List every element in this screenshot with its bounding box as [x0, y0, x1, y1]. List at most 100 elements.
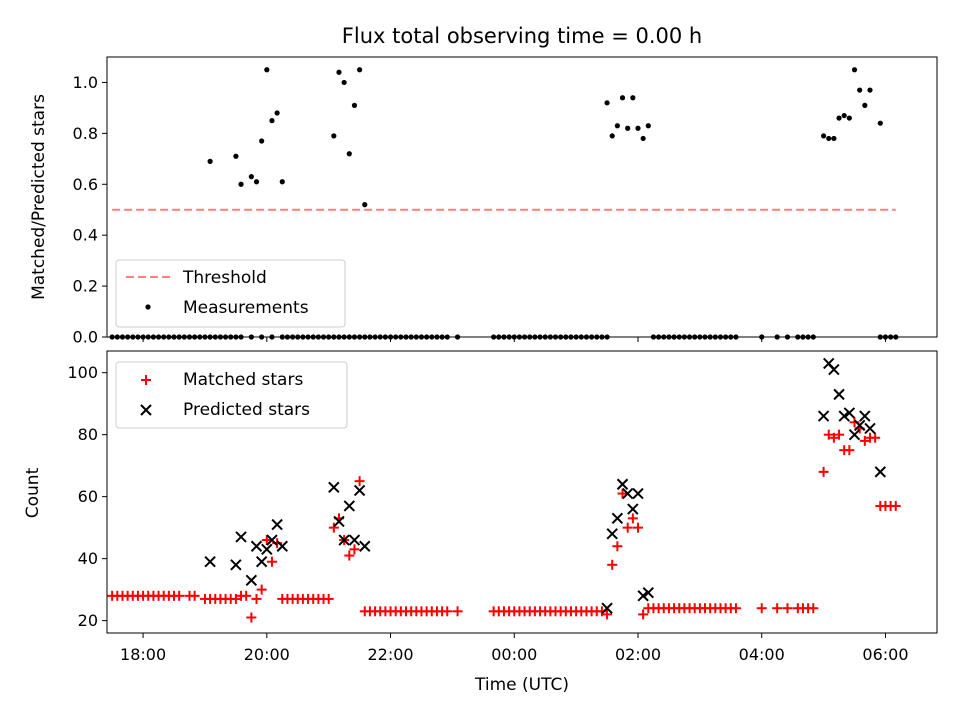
measurement-point — [331, 133, 337, 139]
measurement-point — [862, 102, 868, 108]
bottom-xtick-label: 20:00 — [244, 645, 290, 664]
predicted-star-point — [255, 556, 268, 568]
matched-star-point — [756, 603, 767, 614]
top-series — [109, 67, 899, 340]
measurement-point — [253, 179, 260, 185]
predicted-star-point — [859, 410, 871, 422]
legend-matched-swatch — [141, 375, 151, 385]
top-y-ticks: 0.0 0.2 0.4 0.6 0.8 1.0 — [73, 73, 107, 347]
predicted-star-point — [250, 540, 263, 552]
top-ytick-label: 0.8 — [73, 124, 98, 143]
bottom-xtick-label: 02:00 — [615, 645, 661, 664]
matched-star-point — [442, 606, 453, 617]
measurement-point — [630, 95, 636, 101]
matched-star-point — [818, 466, 829, 477]
measurement-point — [836, 115, 842, 121]
measurement-point — [341, 79, 347, 86]
measurement-point — [635, 125, 641, 131]
matched-star-point — [256, 584, 267, 595]
legend-predicted-label: Predicted stars — [183, 400, 310, 420]
measurement-point — [233, 153, 239, 159]
matched-star-point — [354, 476, 365, 487]
matched-star-point — [638, 609, 649, 620]
predicted-star-point — [601, 602, 613, 614]
matched-star-point — [890, 500, 901, 511]
measurement-point — [269, 118, 275, 124]
measurement-point — [238, 181, 244, 187]
predicted-star-point — [848, 428, 861, 441]
legend-threshold-label: Threshold — [182, 268, 267, 288]
measurement-point — [867, 87, 873, 93]
measurement-point — [851, 67, 858, 73]
chart-title: Flux total observing time = 0.00 h — [342, 24, 702, 48]
top-legend-box — [115, 259, 346, 328]
matched-star-point — [859, 435, 870, 446]
top-legend: Threshold Measurements — [115, 259, 346, 328]
matched-star-point — [607, 559, 618, 570]
top-ytick-label: 0.4 — [73, 226, 98, 245]
predicted-star-point — [817, 410, 830, 422]
predicted-star-point — [271, 518, 283, 531]
measurement-point — [351, 102, 358, 108]
matched-star-point — [344, 550, 355, 561]
predicted-star-point — [616, 478, 629, 490]
predicted-star-point — [838, 410, 850, 422]
bottom-series — [107, 357, 901, 623]
predicted-star-point — [833, 388, 845, 401]
predicted-star-point — [245, 574, 258, 587]
bottom-xtick-label: 22:00 — [367, 645, 413, 664]
measurement-point — [248, 174, 254, 180]
measurement-point — [831, 135, 837, 142]
predicted-star-point — [235, 531, 247, 543]
predicted-star-point — [637, 590, 649, 602]
matched-star-point — [730, 603, 741, 614]
measurement-point — [346, 151, 352, 157]
matched-star-point — [823, 429, 834, 440]
bottom-ytick-label: 20 — [78, 611, 98, 630]
predicted-star-point — [328, 481, 340, 494]
predicted-star-point — [632, 487, 644, 500]
matched-star-point — [452, 606, 463, 617]
matched-star-point — [174, 590, 185, 601]
bottom-legend: Matched stars Predicted stars — [115, 361, 348, 429]
measurement-point — [826, 135, 832, 142]
measurement-point — [207, 158, 213, 164]
predicted-star-point — [864, 422, 876, 435]
matched-star-point — [323, 593, 334, 604]
matched-star-point — [230, 593, 241, 604]
predicted-star-point — [338, 534, 350, 546]
measurement-point — [619, 95, 626, 101]
bottom-ytick-label: 40 — [78, 549, 98, 568]
measurement-point — [877, 120, 883, 126]
bottom-xtick-label: 00:00 — [491, 645, 537, 664]
predicted-star-point — [261, 543, 273, 556]
predicted-star-point — [359, 540, 371, 552]
measurement-point — [357, 67, 363, 73]
matched-star-point — [602, 609, 613, 620]
bottom-legend-box — [115, 361, 348, 429]
bottom-ytick-label: 60 — [78, 487, 98, 506]
top-ytick-label: 0.0 — [73, 328, 98, 347]
top-y-axis-label: Matched/Predicted stars — [29, 94, 49, 300]
bottom-plot-frame — [106, 350, 938, 634]
measurement-point — [264, 67, 270, 73]
bottom-xtick-label: 06:00 — [862, 645, 908, 664]
legend-matched-label: Matched stars — [183, 370, 303, 390]
predicted-star-point — [333, 515, 345, 528]
bottom-xtick-label: 18:00 — [120, 645, 166, 664]
measurement-point — [336, 69, 342, 75]
matched-star-point — [617, 488, 628, 499]
predicted-star-point — [627, 503, 639, 515]
predicted-star-point — [266, 534, 278, 546]
predicted-star-point — [828, 363, 840, 376]
measurement-point — [362, 202, 368, 208]
measurement-point — [645, 123, 651, 129]
predicted-star-point — [348, 534, 361, 546]
measurement-point — [604, 100, 610, 106]
matched-star-point — [844, 445, 855, 456]
matched-star-point — [612, 541, 623, 552]
bottom-xtick-label: 04:00 — [739, 645, 785, 664]
matched-star-point — [189, 590, 200, 601]
matched-star-point — [870, 432, 881, 443]
bottom-axes: Count Time (UTC) 20 40 60 80 100 18:00 20:00 2… — [23, 350, 938, 695]
